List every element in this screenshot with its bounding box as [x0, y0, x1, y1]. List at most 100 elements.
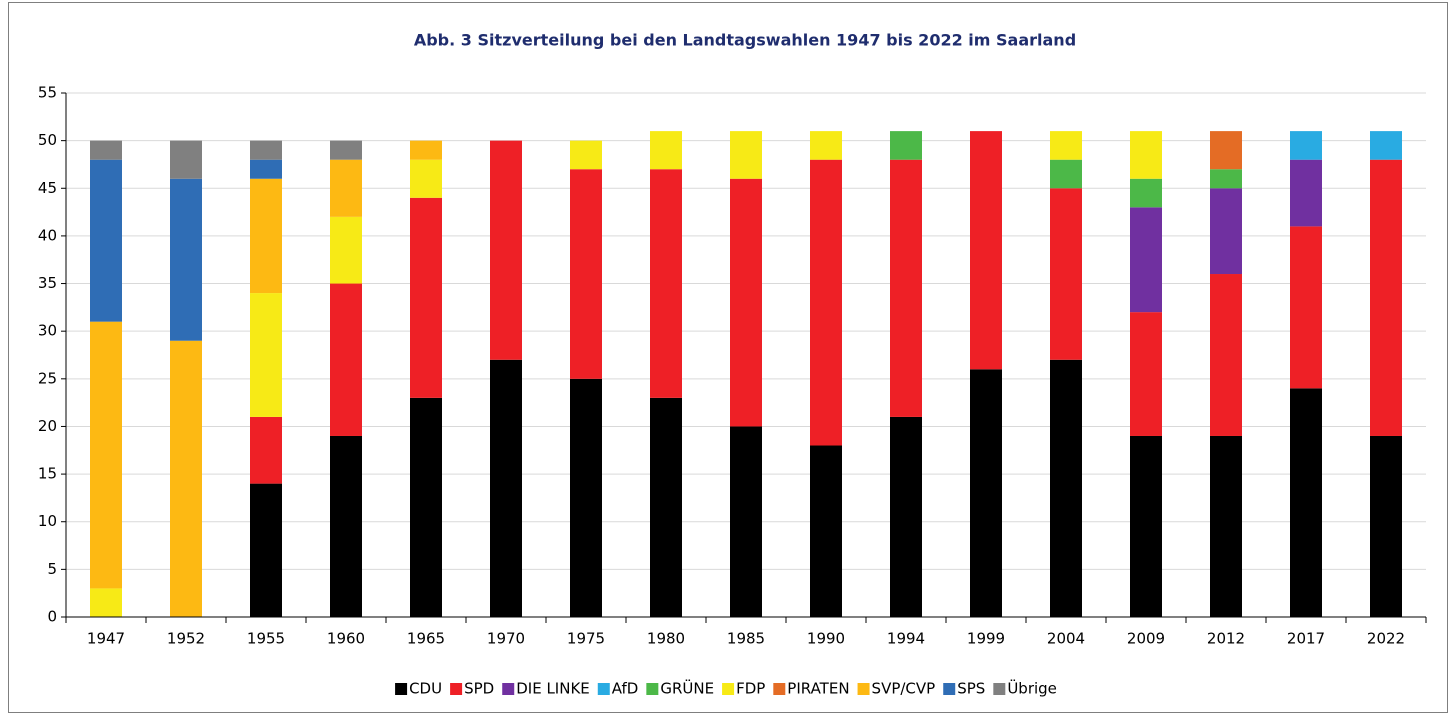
x-tick-label: 1990: [807, 630, 845, 648]
x-tick-label: 1970: [487, 630, 525, 648]
bar-segment: [90, 321, 122, 589]
legend-label: SPD: [464, 680, 494, 698]
bar-segment: [1290, 226, 1322, 389]
bar-segment: [250, 159, 282, 179]
bar-segment: [1290, 159, 1322, 227]
bar-segment: [1290, 388, 1322, 617]
bar-segment: [730, 131, 762, 179]
y-tick-label: 45: [38, 179, 57, 197]
legend-swatch: [646, 683, 659, 695]
bar-segment: [810, 445, 842, 617]
bar-segment: [490, 140, 522, 360]
bar-segment: [170, 340, 202, 617]
bar-segment: [90, 588, 122, 617]
bar-segment: [90, 159, 122, 322]
bar-segment: [330, 435, 362, 617]
x-tick-label: 1947: [87, 630, 125, 648]
legend-swatch: [597, 683, 610, 695]
bar-segment: [650, 131, 682, 170]
bar-segment: [1370, 159, 1402, 436]
bar-segment: [890, 416, 922, 617]
bar-segment: [250, 140, 282, 160]
y-tick-label: 35: [38, 274, 57, 292]
legend-label: DIE LINKE: [516, 680, 590, 698]
bar-segment: [650, 169, 682, 398]
bar-segment: [170, 140, 202, 179]
x-tick-label: 1999: [967, 630, 1005, 648]
bar-segment: [1370, 131, 1402, 160]
bar-segment: [90, 140, 122, 160]
bar-segment: [970, 131, 1002, 370]
bar-segment: [330, 283, 362, 436]
bar-segment: [890, 131, 922, 160]
y-tick-label: 15: [38, 465, 57, 483]
y-tick-label: 30: [38, 322, 57, 340]
x-tick-label: 1985: [727, 630, 765, 648]
bar-segment: [330, 140, 362, 160]
bar-segment: [490, 359, 522, 617]
x-tick-label: 1980: [647, 630, 685, 648]
bar-segment: [250, 483, 282, 617]
bar-segment: [250, 178, 282, 294]
bar-segment: [570, 140, 602, 170]
x-tick-label: 2022: [1367, 630, 1405, 648]
bar-segment: [1210, 274, 1242, 436]
legend-label: FDP: [736, 680, 765, 698]
chart-title: Abb. 3 Sitzverteilung bei den Landtagswa…: [414, 31, 1076, 50]
bar-segment: [330, 216, 362, 284]
bar-segment: [170, 178, 202, 341]
chart-border: [8, 2, 1448, 713]
x-tick-label: 1994: [887, 630, 925, 648]
legend-label: GRÜNE: [660, 679, 714, 698]
legend-swatch: [722, 683, 735, 695]
bar-segment: [1050, 159, 1082, 189]
y-tick-label: 50: [38, 131, 57, 149]
x-tick-label: 2004: [1047, 630, 1085, 648]
y-tick-label: 25: [38, 369, 57, 387]
bar-segment: [1370, 435, 1402, 617]
bar-segment: [1050, 131, 1082, 160]
bar-segment: [1130, 435, 1162, 617]
legend-label: PIRATEN: [787, 680, 849, 698]
bar-segment: [1050, 359, 1082, 617]
bar-segment: [730, 426, 762, 617]
bar-segment: [570, 378, 602, 617]
legend-label: AfD: [612, 680, 639, 698]
y-tick-label: 20: [38, 417, 57, 435]
x-tick-label: 1955: [247, 630, 285, 648]
y-tick-label: 55: [38, 84, 57, 102]
legend-swatch: [857, 683, 870, 695]
x-tick-label: 2009: [1127, 630, 1165, 648]
bar-segment: [1130, 207, 1162, 313]
x-tick-label: 2017: [1287, 630, 1325, 648]
bar-segment: [730, 178, 762, 427]
bar-segment: [410, 159, 442, 198]
bar-segment: [410, 397, 442, 617]
legend-label: SVP/CVP: [872, 680, 936, 698]
legend-swatch: [502, 683, 515, 695]
bar-segment: [250, 416, 282, 484]
bar-segment: [570, 169, 602, 379]
y-tick-label: 10: [38, 512, 57, 530]
bar-segment: [810, 131, 842, 160]
bar-segment: [410, 140, 442, 160]
y-tick-label: 0: [47, 608, 57, 626]
bar-segment: [250, 293, 282, 417]
bar-segment: [1050, 188, 1082, 360]
bar-segment: [890, 159, 922, 417]
legend-swatch: [993, 683, 1006, 695]
bar-segment: [330, 159, 362, 217]
x-tick-label: 2012: [1207, 630, 1245, 648]
bar-segment: [1130, 312, 1162, 436]
legend-label: SPS: [957, 680, 985, 698]
bar-segment: [1210, 169, 1242, 189]
bar-segment: [1210, 131, 1242, 170]
x-tick-label: 1960: [327, 630, 365, 648]
legend-label: CDU: [409, 680, 442, 698]
x-tick-label: 1975: [567, 630, 605, 648]
y-tick-label: 5: [47, 560, 57, 578]
legend-swatch: [450, 683, 463, 695]
bar-segment: [1290, 131, 1322, 160]
x-tick-label: 1952: [167, 630, 205, 648]
